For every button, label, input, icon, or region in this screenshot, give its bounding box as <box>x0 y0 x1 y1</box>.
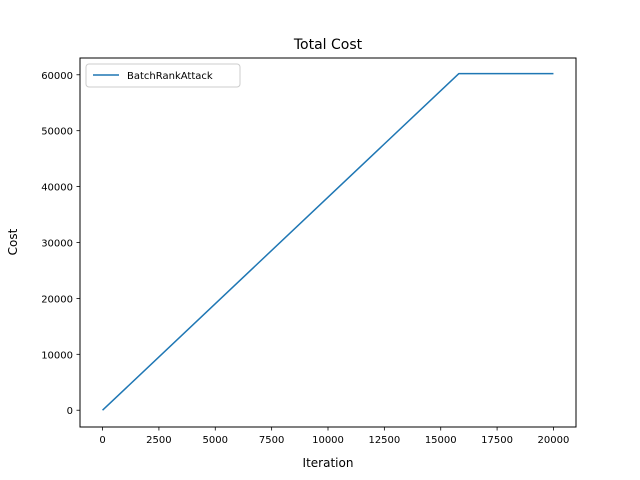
x-tick-label: 15000 <box>425 435 457 446</box>
x-axis-ticks: 0 2500 5000 7500 10000 12500 15000 17500 20000 <box>99 427 569 446</box>
plot-frame <box>79 57 577 428</box>
y-tick-label: 0 <box>67 406 73 417</box>
series-line-batchrankattack <box>102 72 554 411</box>
legend-label-batchrankattack: BatchRankAttack <box>127 71 213 82</box>
x-tick-label: 10000 <box>312 435 344 446</box>
x-tick-label: 7500 <box>259 435 284 446</box>
x-tick-label: 2500 <box>146 435 171 446</box>
x-tick-label: 17500 <box>481 435 513 446</box>
legend-box <box>85 63 241 88</box>
y-axis-ticks: 0 10000 20000 30000 40000 50000 60000 <box>41 71 80 417</box>
y-tick-label: 50000 <box>41 127 73 138</box>
series-layer <box>102 72 554 411</box>
y-tick-label: 60000 <box>41 71 73 82</box>
y-tick-label: 10000 <box>41 350 73 361</box>
y-tick-label: 30000 <box>41 239 73 250</box>
y-tick-label: 40000 <box>41 183 73 194</box>
x-axis-label: Iteration <box>303 456 354 470</box>
x-tick-label: 0 <box>99 435 105 446</box>
x-tick-label: 20000 <box>538 435 570 446</box>
y-axis-label: Cost <box>6 228 20 255</box>
chart-title: Total Cost <box>293 37 363 53</box>
y-tick-label: 20000 <box>41 294 73 305</box>
legend: BatchRankAttack <box>85 63 241 88</box>
x-tick-label: 5000 <box>203 435 228 446</box>
x-tick-label: 12500 <box>368 435 400 446</box>
